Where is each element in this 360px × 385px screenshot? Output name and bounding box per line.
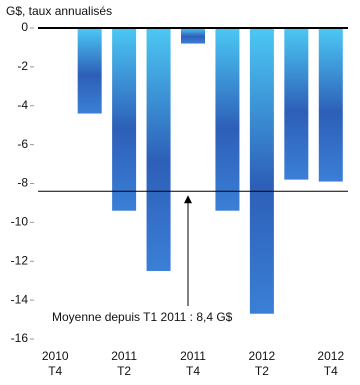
bar (215, 28, 240, 211)
annotation: Moyenne depuis T1 2011 : 8,4 G$ (52, 310, 233, 324)
y-tick-label: -8 (17, 176, 28, 190)
bar (284, 28, 309, 180)
bar (318, 28, 343, 182)
x-tick-label: 2010 (42, 349, 69, 363)
y-tick-label: -6 (17, 137, 28, 151)
y-tick-label: 0 (21, 20, 28, 34)
bar (181, 28, 205, 44)
x-tick-label: T4 (186, 364, 200, 378)
y-tick-label: -10 (11, 215, 29, 229)
x-tick-label: 2012 (249, 349, 276, 363)
y-tick-label: -4 (17, 98, 28, 112)
x-tick-label: T4 (48, 364, 62, 378)
bar (77, 28, 102, 114)
x-tick-label: 2012 (317, 349, 344, 363)
bar (146, 28, 171, 271)
x-tick-label: T2 (255, 364, 269, 378)
bar (112, 28, 137, 211)
bar (249, 28, 274, 314)
y-tick-label: -16 (11, 331, 29, 345)
y-tick-label: -14 (11, 292, 29, 306)
x-tick-label: 2011 (111, 349, 137, 363)
x-tick-label: 2011 (180, 349, 206, 363)
y-axis-label: G$, taux annualisés (6, 4, 112, 18)
x-tick-label: T4 (324, 364, 338, 378)
y-tick-label: -12 (11, 253, 29, 267)
y-tick-label: -2 (17, 59, 28, 73)
x-tick-label: T2 (117, 364, 131, 378)
